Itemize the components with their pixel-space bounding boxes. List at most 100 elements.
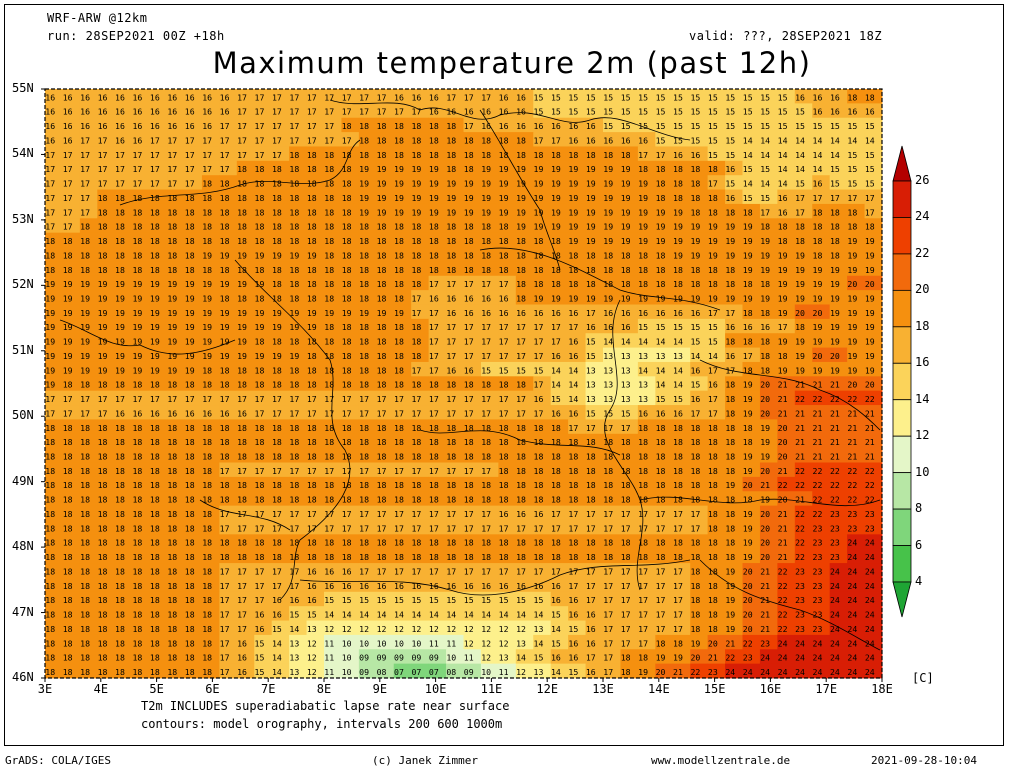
temperature-value: 18	[115, 207, 125, 217]
lon-label: 6E	[205, 682, 220, 696]
temperature-cell	[725, 89, 743, 104]
temperature-cell	[271, 175, 290, 190]
temperature-value: 13	[621, 394, 631, 404]
temperature-value: 18	[760, 365, 770, 375]
temperature-cell	[428, 290, 447, 305]
temperature-value: 22	[813, 495, 823, 505]
temperature-value: 21	[830, 408, 840, 418]
temperature-value: 17	[411, 466, 421, 476]
temperature-value: 17	[220, 150, 230, 160]
temperature-cell	[812, 175, 831, 190]
temperature-value: 16	[150, 92, 160, 102]
temperature-value: 18	[708, 279, 718, 289]
temperature-value: 14	[830, 135, 840, 145]
temperature-cell	[707, 103, 726, 119]
temperature-cell	[236, 132, 255, 147]
temperature-cell	[480, 146, 499, 162]
temperature-value: 19	[115, 293, 125, 303]
temperature-value: 18	[708, 193, 718, 203]
temperature-value: 23	[813, 610, 823, 620]
temperature-value: 18	[725, 495, 735, 505]
temperature-cell	[637, 261, 656, 277]
temperature-value: 18	[63, 437, 73, 447]
temperature-cell	[79, 261, 98, 277]
temperature-cell	[690, 275, 709, 291]
temperature-cell	[829, 304, 848, 320]
temperature-value: 14	[342, 610, 352, 620]
temperature-value: 18	[185, 207, 195, 217]
temperature-value: 17	[586, 509, 596, 519]
temperature-cell	[306, 160, 325, 176]
temperature-value: 19	[743, 265, 753, 275]
temperature-value: 22	[865, 480, 875, 490]
temperature-value: 19	[673, 250, 683, 260]
temperature-cell	[568, 117, 586, 133]
temperature-value: 16	[429, 581, 439, 591]
temperature-cell	[829, 232, 848, 248]
temperature-value: 19	[359, 207, 369, 217]
temperature-value: 19	[185, 293, 195, 303]
temperature-cell	[446, 175, 464, 190]
temperature-value: 18	[778, 222, 788, 232]
temperature-value: 17	[45, 193, 55, 203]
temperature-value: 18	[534, 265, 544, 275]
temperature-value: 20	[743, 610, 753, 620]
temperature-value: 24	[847, 610, 857, 620]
temperature-value: 18	[778, 351, 788, 361]
temperature-value: 17	[446, 92, 456, 102]
temperature-value: 18	[115, 480, 125, 490]
temperature-value: 18	[708, 466, 718, 476]
temperature-cell	[847, 117, 865, 133]
temperature-value: 18	[307, 293, 317, 303]
temperature-value: 19	[220, 279, 230, 289]
temperature-value: 17	[377, 466, 387, 476]
temperature-cell	[97, 218, 116, 234]
temperature-value: 12	[516, 624, 526, 634]
temperature-cell	[498, 304, 517, 320]
temperature-cell	[777, 218, 796, 234]
temperature-value: 18	[499, 380, 509, 390]
temperature-value: 18	[621, 480, 631, 490]
temperature-value: 19	[813, 322, 823, 332]
temperature-value: 18	[377, 538, 387, 548]
temperature-value: 18	[359, 365, 369, 375]
temperature-value: 18	[220, 193, 230, 203]
temperature-cell	[777, 232, 796, 248]
temperature-value: 19	[534, 222, 544, 232]
temperature-value: 18	[586, 279, 596, 289]
temperature-value: 24	[830, 595, 840, 605]
temperature-cell	[533, 261, 552, 277]
temperature-cell	[603, 103, 621, 119]
temperature-value: 16	[743, 322, 753, 332]
temperature-value: 18	[132, 466, 142, 476]
temperature-value: 16	[568, 610, 578, 620]
temperature-value: 17	[255, 581, 265, 591]
temperature-value: 16	[603, 308, 613, 318]
temperature-value: 17	[481, 92, 491, 102]
temperature-value: 19	[377, 164, 387, 174]
temperature-value: 16	[725, 193, 735, 203]
temperature-value: 19	[411, 193, 421, 203]
temperature-value: 16	[499, 92, 509, 102]
temperature-value: 12	[359, 624, 369, 634]
temperature-value: 18	[272, 452, 282, 462]
temperature-cell	[62, 261, 81, 277]
temperature-cell	[45, 189, 63, 205]
temperature-cell	[132, 146, 151, 162]
temperature-cell	[672, 160, 691, 176]
temperature-cell	[515, 117, 534, 133]
temperature-value: 15	[481, 365, 491, 375]
temperature-value: 24	[830, 667, 840, 677]
temperature-cell	[271, 203, 290, 219]
temperature-cell	[97, 160, 116, 176]
temperature-value: 16	[98, 92, 108, 102]
temperature-cell	[114, 189, 133, 205]
temperature-value: 16	[464, 107, 474, 117]
temperature-value: 18	[481, 250, 491, 260]
temperature-cell	[341, 304, 360, 320]
temperature-value: 17	[377, 92, 387, 102]
temperature-cell	[271, 189, 290, 205]
temperature-value: 14	[743, 135, 753, 145]
temperature-cell	[254, 261, 273, 277]
temperature-value: 18	[150, 250, 160, 260]
